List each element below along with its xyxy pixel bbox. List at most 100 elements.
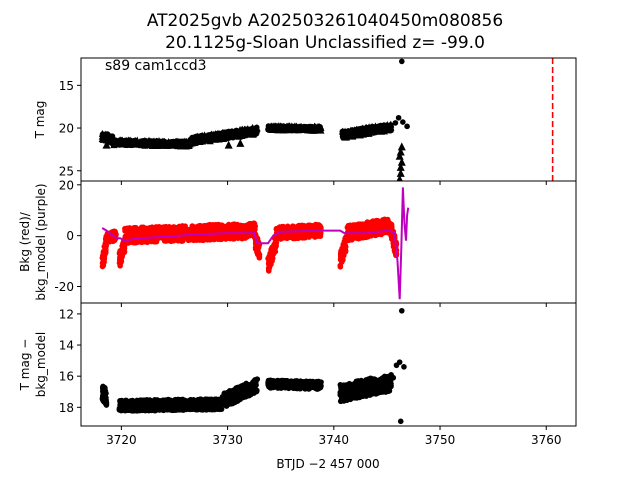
data-point — [212, 133, 218, 139]
data-point — [215, 223, 221, 229]
data-point — [211, 235, 217, 241]
data-point — [256, 253, 262, 259]
data-point — [189, 400, 195, 406]
data-point — [110, 140, 116, 146]
data-point — [102, 385, 108, 391]
data-point — [253, 127, 259, 133]
data-point — [102, 251, 108, 257]
data-point — [100, 263, 106, 269]
panel-annotation: s89 cam1ccd3 — [105, 58, 207, 74]
data-point — [224, 225, 230, 231]
data-point — [152, 226, 158, 232]
data-point — [266, 382, 272, 388]
data-point — [102, 245, 108, 251]
data-point — [371, 130, 377, 136]
data-point — [180, 407, 186, 413]
data-point — [306, 223, 312, 229]
data-point — [100, 135, 106, 141]
data-point — [244, 382, 250, 388]
top-segment-2 — [187, 124, 261, 147]
data-point — [214, 397, 220, 403]
data-point — [353, 234, 359, 240]
bottom-segment-2 — [220, 376, 260, 408]
data-point — [214, 405, 220, 411]
middle-ylabel: Bkg (red)/ — [18, 211, 32, 272]
data-point — [131, 240, 137, 246]
data-point — [179, 237, 185, 243]
data-point — [357, 132, 363, 138]
data-point — [117, 263, 123, 269]
bottom-segment-1 — [117, 396, 225, 413]
data-point — [250, 226, 256, 232]
data-point — [222, 390, 228, 396]
data-point — [341, 135, 347, 141]
data-point — [365, 131, 371, 137]
data-point — [134, 399, 140, 405]
data-point — [126, 141, 132, 147]
data-point — [159, 398, 165, 404]
data-point — [195, 228, 201, 234]
top-plot-area — [99, 58, 553, 183]
data-point — [374, 126, 380, 132]
chart-title-line1: AT2025gvb A202503261040450m080856 — [147, 11, 503, 31]
data-point — [126, 400, 132, 406]
data-point — [103, 396, 109, 402]
data-point — [161, 407, 167, 413]
bottom-segment-0 — [100, 384, 110, 408]
data-point — [345, 225, 351, 231]
data-point — [203, 396, 209, 402]
data-point — [302, 384, 308, 390]
data-point — [389, 224, 395, 230]
data-point — [184, 400, 190, 406]
top-frame — [81, 58, 576, 181]
top-segment-3 — [265, 122, 324, 134]
data-point — [288, 234, 294, 240]
data-point — [161, 228, 167, 234]
data-point — [166, 403, 172, 409]
data-point — [120, 401, 126, 407]
data-point — [252, 379, 258, 385]
data-point — [301, 235, 307, 241]
data-point — [224, 398, 230, 404]
y-tick-label: 0 — [66, 229, 74, 243]
data-point — [205, 236, 211, 242]
bottom-segment-3 — [265, 378, 324, 392]
data-point — [340, 257, 346, 263]
data-point-0 — [399, 59, 405, 65]
data-point — [125, 230, 131, 236]
data-point — [134, 230, 140, 236]
data-point-4 — [404, 124, 410, 130]
data-point — [241, 223, 247, 229]
data-point — [272, 125, 278, 131]
data-point — [339, 251, 345, 257]
data-point — [279, 233, 285, 239]
data-point — [314, 233, 320, 239]
bottom-segment-4 — [337, 372, 393, 404]
data-point — [251, 220, 257, 226]
data-point — [353, 132, 359, 138]
data-point — [118, 140, 124, 146]
data-point — [388, 233, 394, 239]
data-point — [236, 390, 242, 396]
data-point — [151, 405, 157, 411]
y-tick-label: 20 — [59, 122, 74, 136]
data-point — [201, 225, 207, 231]
data-point — [281, 125, 287, 131]
data-point — [272, 249, 278, 255]
data-point — [105, 239, 111, 245]
y-tick-label: 15 — [59, 79, 74, 93]
limit-triangle-7 — [236, 139, 244, 147]
data-point-1 — [393, 120, 399, 126]
data-point — [196, 404, 202, 410]
data-point — [294, 380, 300, 386]
data-point — [140, 406, 146, 412]
data-point-2 — [396, 115, 402, 121]
limit-triangle-14 — [398, 142, 406, 150]
data-point — [206, 402, 212, 408]
data-point — [147, 231, 153, 237]
data-point — [150, 138, 156, 144]
